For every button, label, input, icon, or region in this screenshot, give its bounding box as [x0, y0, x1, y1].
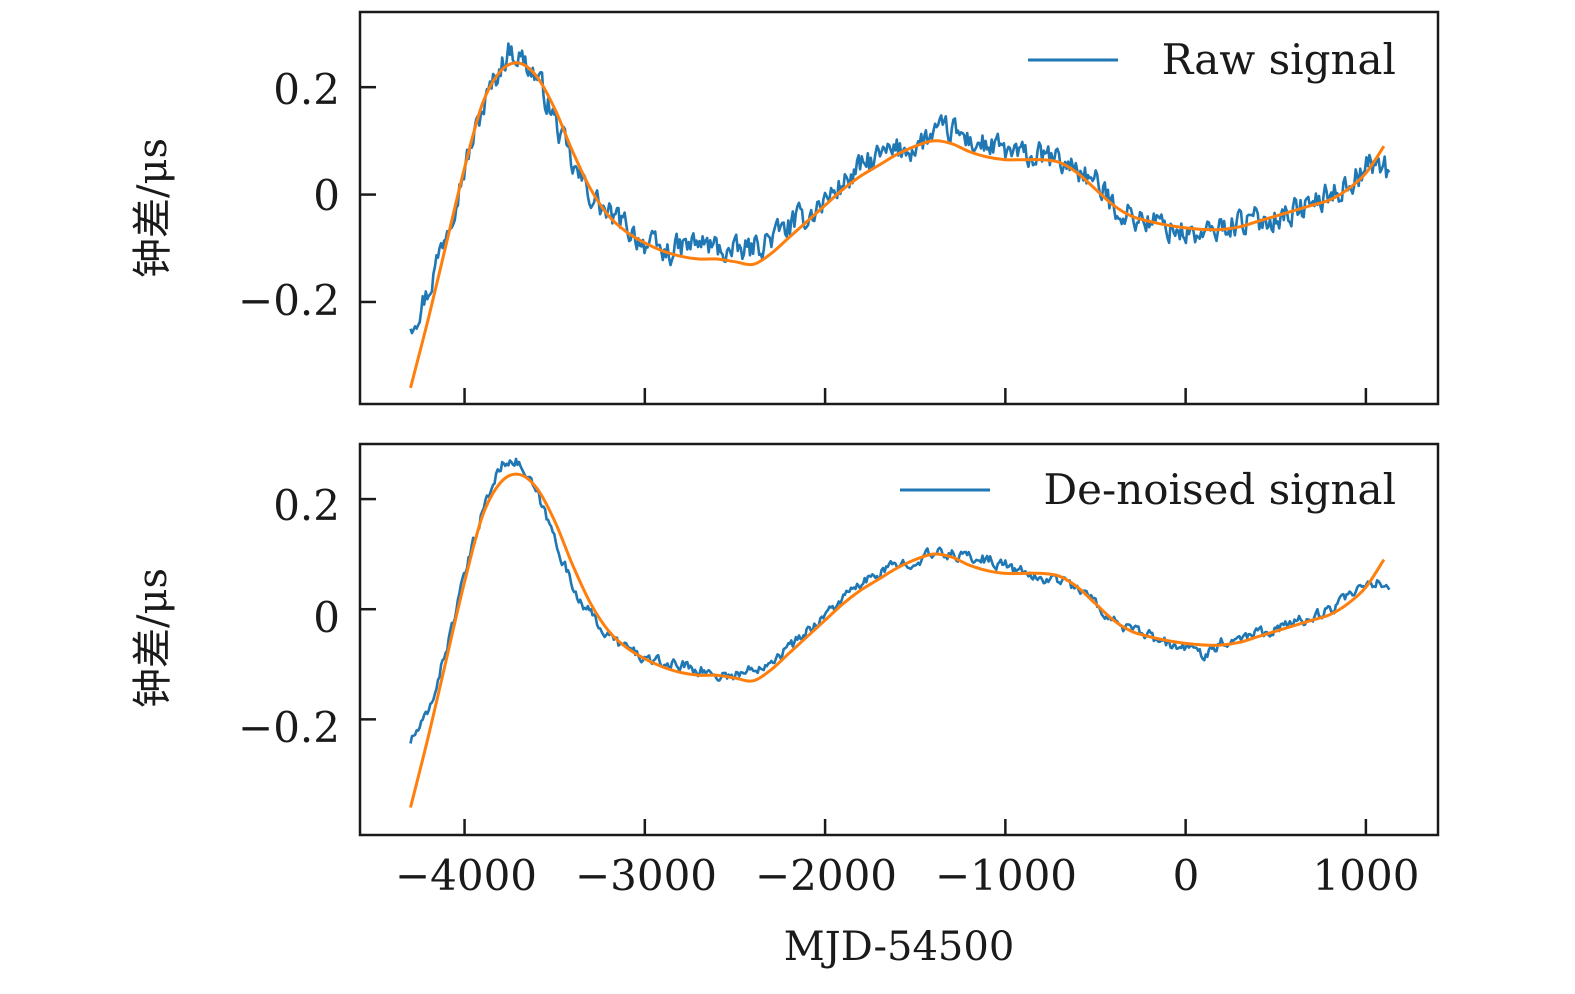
bottom-xtick-label: 0 — [1173, 851, 1200, 900]
bottom-ytick-label: −0.2 — [238, 703, 340, 752]
bottom-xtick-label: −2000 — [755, 851, 897, 900]
bottom-xtick-label: −1000 — [935, 851, 1077, 900]
bottom-ytick-label: 0.2 — [273, 481, 340, 530]
bottom-plot-frame — [358, 442, 1440, 837]
top-panel: 0.2 0 −0.2 钟差/μs Raw signal — [130, 10, 1440, 406]
top-ytick-label: −0.2 — [238, 276, 340, 325]
bottom-xtick-label: −3000 — [575, 851, 717, 900]
bottom-fit-series-line — [409, 472, 1386, 808]
bottom-legend: De-noised signal — [900, 465, 1396, 514]
bottom-ytick-label: 0 — [313, 593, 340, 642]
bottom-y-axis-title: 钟差/μs — [130, 568, 176, 708]
bottom-xtick-label: 1000 — [1313, 851, 1420, 900]
bottom-legend-label: De-noised signal — [1043, 465, 1396, 514]
bottom-panel: 0.2 0 −0.2 −4000 −3000 −2000 −1000 0 100… — [130, 442, 1440, 970]
bottom-series-layer — [409, 457, 1391, 808]
top-noisy-series-line — [409, 42, 1391, 335]
top-ytick-label: 0.2 — [273, 65, 340, 114]
top-legend-label: Raw signal — [1162, 35, 1396, 84]
bottom-xtick-label: −4000 — [395, 851, 537, 900]
top-legend: Raw signal — [1028, 35, 1396, 84]
top-y-axis-title: 钟差/μs — [130, 138, 176, 278]
top-fit-series-line — [409, 61, 1386, 389]
top-plot-frame — [358, 10, 1440, 406]
top-series-layer — [409, 42, 1391, 389]
bottom-ticks — [360, 497, 1368, 835]
x-axis-title: MJD-54500 — [784, 924, 1015, 970]
top-ticks — [360, 85, 1368, 404]
top-ytick-label: 0 — [313, 171, 340, 220]
